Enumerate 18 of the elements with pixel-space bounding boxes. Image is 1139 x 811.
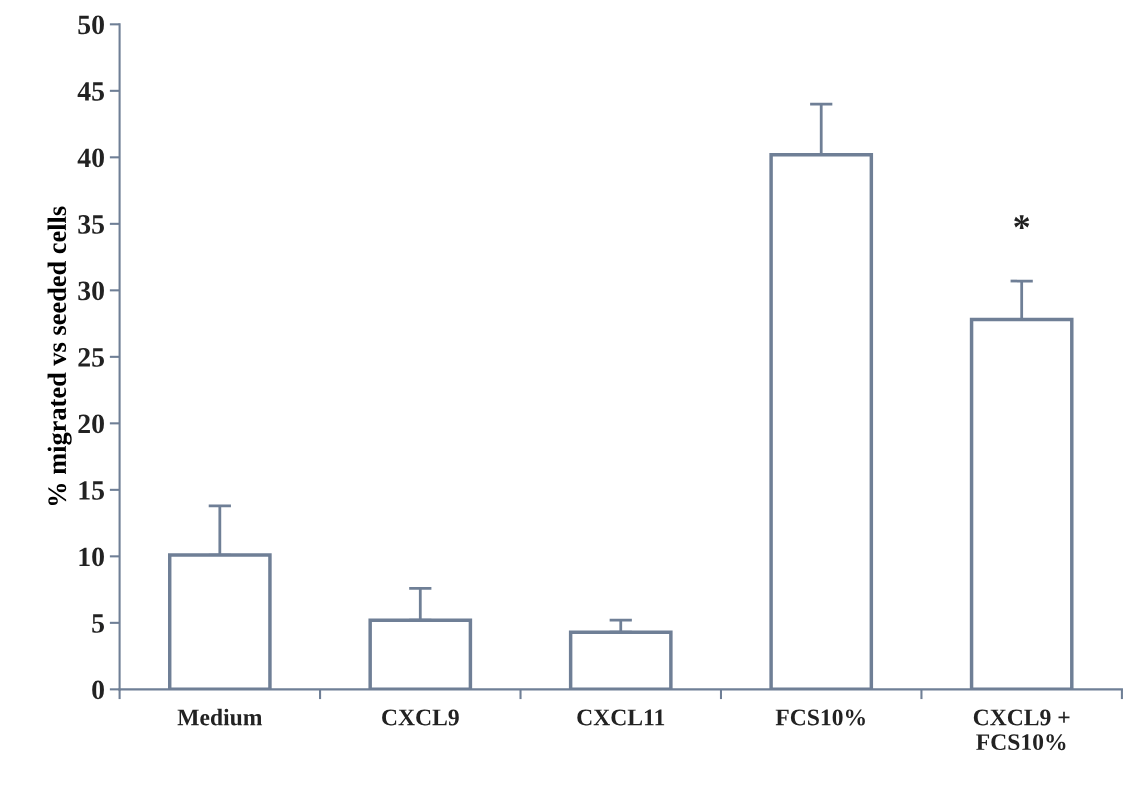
x-tick-label: CXCL9 + FCS10% <box>973 709 1070 751</box>
y-axis-title: % migrated vs seeded cells <box>47 206 72 506</box>
y-tick-label: 40 <box>77 148 104 168</box>
x-tick-label: Medium <box>177 708 263 726</box>
annotation: * <box>1014 215 1030 229</box>
y-tick-label: 30 <box>78 281 104 301</box>
y-tick-label: 45 <box>77 82 104 101</box>
y-tick-label: 15 <box>79 481 104 500</box>
x-tick-label: FCS10% <box>775 709 865 726</box>
y-tick-label: 10 <box>79 547 104 567</box>
y-tick-label: 20 <box>78 414 104 434</box>
y-tick-label: 5 <box>92 614 104 633</box>
y-tick-label: 0 <box>92 680 104 700</box>
x-tick-label: CXCL9 <box>382 709 459 726</box>
x-tick-label: CXCL11 <box>577 709 665 726</box>
y-tick-label: 50 <box>78 15 104 35</box>
y-tick-label: 25 <box>78 348 104 367</box>
y-tick-label: 35 <box>78 215 104 234</box>
